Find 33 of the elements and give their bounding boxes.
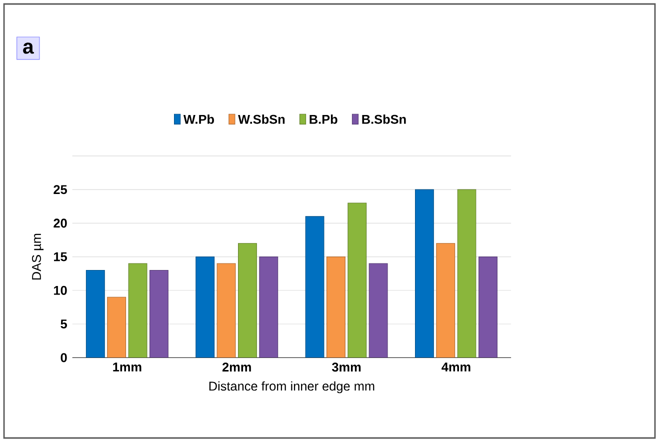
bar: [149, 270, 168, 358]
y-tick-label: 0: [60, 353, 67, 362]
y-tick-label: 20: [54, 218, 67, 228]
bar: [305, 216, 324, 358]
chart-title: a: [23, 42, 34, 54]
legend-label: B.Pb: [310, 114, 338, 124]
legend-label: B.SbSn: [362, 114, 406, 124]
bar: [436, 243, 456, 358]
bar: [478, 256, 498, 358]
bar: [128, 263, 148, 358]
x-tick-label: 3mm: [332, 362, 361, 372]
y-axis-title: DAS µm: [32, 234, 44, 280]
bar: [86, 270, 105, 358]
bar: [107, 296, 126, 358]
y-tick-label: 15: [54, 252, 67, 262]
bar: [414, 189, 434, 358]
legend-label: W.Pb: [183, 114, 214, 124]
x-axis-title: Distance from inner edge mm: [209, 381, 374, 394]
bar: [326, 256, 346, 358]
y-tick-label: 5: [60, 320, 67, 328]
bar: [348, 202, 367, 358]
legend-label: W.SbSn: [238, 114, 285, 124]
y-tick-label: 25: [54, 185, 67, 194]
bar: [238, 243, 257, 358]
bar: [196, 256, 215, 358]
x-tick-label: 2mm: [222, 362, 251, 372]
bar: [368, 263, 388, 358]
bar: [457, 189, 476, 358]
y-tick-label: 10: [54, 286, 67, 295]
x-tick-label: 4mm: [442, 362, 470, 372]
bar: [259, 256, 278, 358]
bar: [216, 263, 236, 358]
x-tick-label: 1mm: [113, 362, 142, 372]
